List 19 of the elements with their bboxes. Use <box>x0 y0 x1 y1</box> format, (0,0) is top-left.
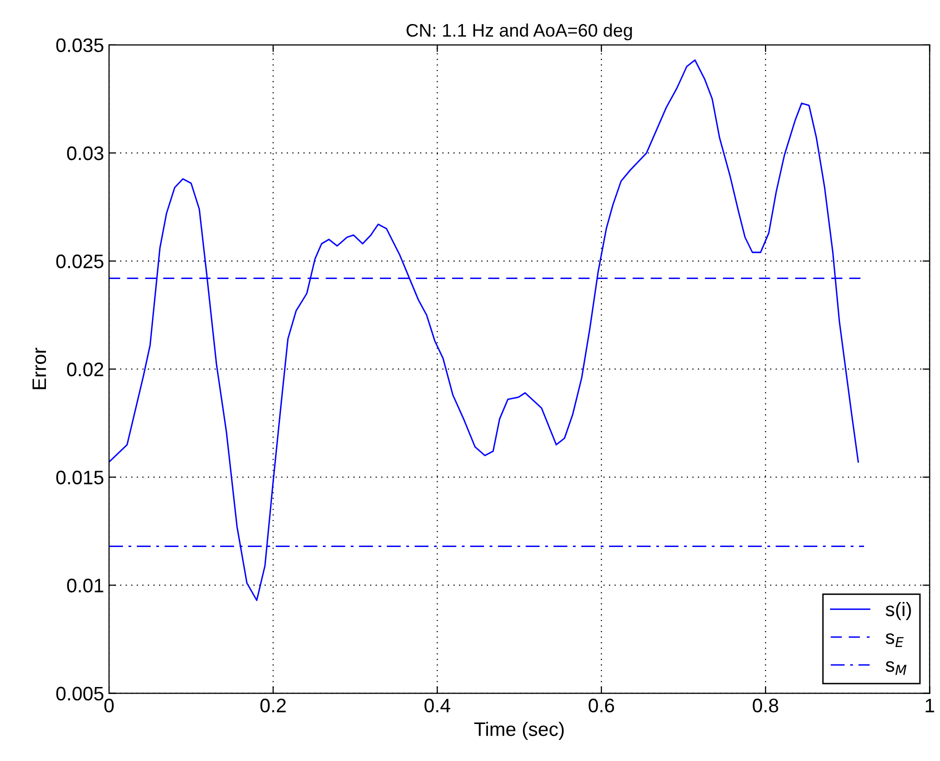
y-axis-title: Error <box>32 348 46 390</box>
x-tick-label: 0.2 <box>260 698 286 712</box>
x-axis-title: Time (sec) <box>474 722 564 740</box>
y-tick-label: 0.005 <box>56 686 104 701</box>
legend-label: s(i) <box>886 602 911 620</box>
x-tick-label: 1 <box>926 698 934 712</box>
x-tick-label: 0.8 <box>752 698 778 712</box>
y-tick-label: 0.015 <box>56 470 104 484</box>
legend-label: s$_{E}$ <box>886 633 904 648</box>
y-tick-label: 0.025 <box>56 254 104 268</box>
chart-title: CN: 1.1 Hz and AoA=60 deg <box>406 23 632 40</box>
x-tick-label: 0.6 <box>588 698 614 712</box>
x-tick-label: 0.4 <box>424 698 450 712</box>
y-tick-label: 0.035 <box>56 38 104 52</box>
x-tick-label: 0 <box>104 698 114 712</box>
y-tick-label: 0.02 <box>67 362 104 376</box>
y-tick-label: 0.01 <box>67 578 104 592</box>
y-tick-label: 0.03 <box>67 146 104 160</box>
legend-label: s$_{M}$ <box>886 661 906 675</box>
